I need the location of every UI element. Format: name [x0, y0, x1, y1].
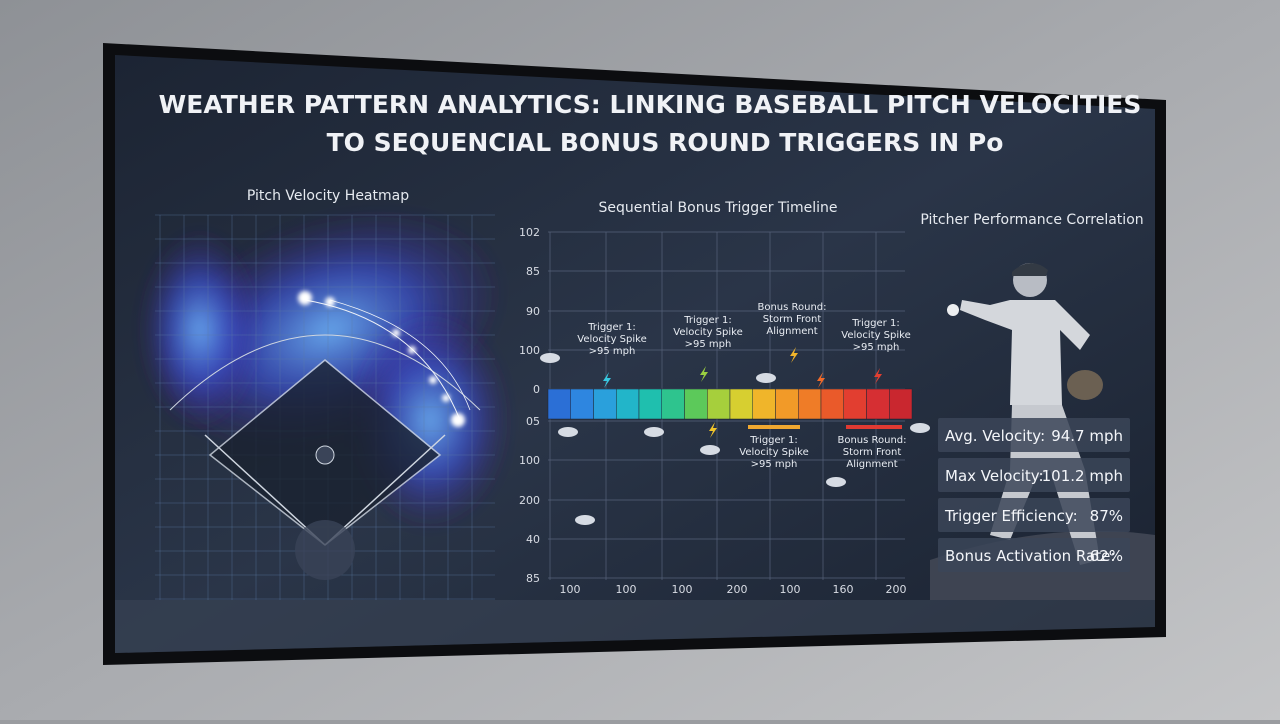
title-line: TO SEQUENCIAL BONUS ROUND TRIGGERS IN Po [327, 128, 1004, 157]
bolt-icon [874, 368, 882, 384]
bolt-icon [603, 372, 611, 388]
timeline-segment [661, 388, 685, 420]
annotation: >95 mph [751, 459, 798, 470]
stat-value: 101.2 mph [1042, 467, 1123, 485]
cloud-icon [700, 445, 720, 455]
timeline-segment [889, 388, 913, 420]
timeline-segment [593, 388, 617, 420]
annotation: >95 mph [589, 346, 636, 357]
stat-value: 87% [1090, 507, 1123, 525]
annotation: Storm Front [763, 314, 822, 325]
stat-label: Max Velocity: [945, 467, 1044, 485]
annotation: Velocity Spike [673, 327, 742, 338]
y-label: 100 [519, 344, 540, 357]
annotation: Bonus Round: [837, 435, 906, 446]
annotation: >95 mph [685, 339, 732, 350]
timeline-segment [616, 388, 640, 420]
timeline-segment [820, 388, 844, 420]
cloud-icon [558, 427, 578, 437]
annotation: Velocity Spike [577, 334, 646, 345]
timeline: 102 85 90 100 0 05 100 200 40 85 100 100 100 200 100 16… [519, 226, 930, 596]
y-label: 200 [519, 494, 540, 507]
x-label: 160 [833, 583, 854, 596]
annotation: Alignment [766, 326, 817, 337]
annotation: Trigger 1: [587, 322, 635, 333]
y-label: 40 [526, 533, 540, 546]
timeline-segment [707, 388, 731, 420]
title-line: WEATHER PATTERN ANALYTICS: LINKING BASEB… [159, 90, 1142, 119]
y-label: 05 [526, 415, 540, 428]
cloud-icon [575, 515, 595, 525]
stat-box [938, 538, 1130, 572]
y-label: 0 [533, 383, 540, 396]
stat-box [938, 458, 1130, 492]
panel-title: Sequential Bonus Trigger Timeline [599, 200, 838, 216]
cloud-icon [910, 423, 930, 433]
x-label: 100 [560, 583, 581, 596]
bolt-icon [700, 366, 708, 382]
y-label: 85 [526, 572, 540, 585]
annotation: Velocity Spike [739, 447, 808, 458]
timeline-segment [684, 388, 708, 420]
bolt-icon [817, 372, 825, 388]
annotation: Bonus Round: [757, 302, 826, 313]
screen-footer [115, 600, 1155, 653]
marker [748, 425, 800, 429]
stat-box [938, 418, 1130, 452]
annotation: Trigger 1: [851, 318, 899, 329]
stat-value: 94.7 mph [1051, 427, 1123, 445]
annotation: Alignment [846, 459, 897, 470]
x-label: 200 [727, 583, 748, 596]
timeline-segment [775, 388, 799, 420]
timeline-segment [798, 388, 822, 420]
panel-title: Pitcher Performance Correlation [920, 212, 1143, 228]
annotation: Trigger 1: [749, 435, 797, 446]
y-label: 85 [526, 265, 540, 278]
cloud-icon [540, 353, 560, 363]
bolt-icon [790, 347, 798, 363]
stats: Avg. Velocity: 94.7 mph Max Velocity:101.2… [938, 418, 1130, 572]
timeline-segment [752, 388, 776, 420]
stat-box [938, 498, 1130, 532]
panel-title: Pitch Velocity Heatmap [247, 188, 409, 204]
timeline-segment [638, 388, 662, 420]
stat-label: Avg. Velocity: [945, 427, 1045, 445]
marker [846, 425, 902, 429]
cloud-icon [644, 427, 664, 437]
timeline-segment [729, 388, 753, 420]
x-label: 100 [780, 583, 801, 596]
y-label: 100 [519, 454, 540, 467]
x-label: 100 [616, 583, 637, 596]
timeline-segment [866, 388, 890, 420]
timeline-segment [570, 388, 594, 420]
cloud-icon [756, 373, 776, 383]
y-label: 90 [526, 305, 540, 318]
timeline-segment [843, 388, 867, 420]
cloud-icon [826, 477, 846, 487]
annotation: >95 mph [853, 342, 900, 353]
stat-label: Trigger Efficiency: [944, 507, 1078, 525]
stat-value: 62% [1090, 547, 1123, 565]
x-label: 200 [886, 583, 907, 596]
annotation: Storm Front [843, 447, 902, 458]
annotation: Velocity Spike [841, 330, 910, 341]
annotation: Trigger 1: [683, 315, 731, 326]
timeline-segment [547, 388, 571, 420]
y-label: 102 [519, 226, 540, 239]
stat-label: Bonus Activation Rate: [945, 547, 1115, 565]
x-label: 100 [672, 583, 693, 596]
heatmap [140, 209, 510, 600]
bolt-icon [709, 422, 717, 438]
